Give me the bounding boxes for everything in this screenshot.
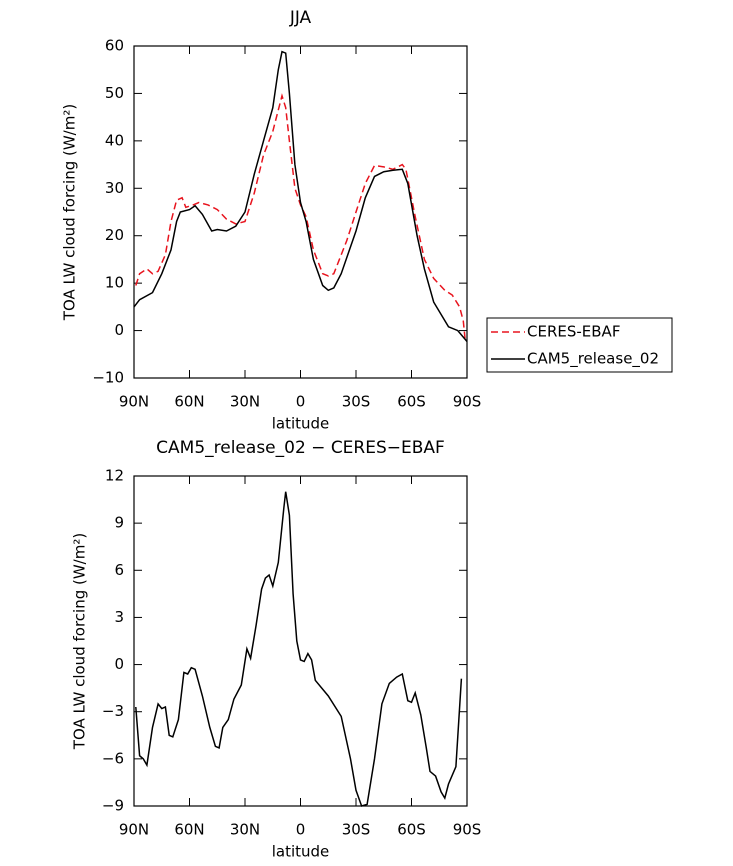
y-tick-label: 50 <box>105 84 124 102</box>
y-tick-label: 30 <box>105 179 124 197</box>
chart-title: CAM5_release_02 − CERES−EBAF <box>156 438 445 458</box>
x-tick-label: 60N <box>174 393 204 411</box>
legend-box <box>486 317 673 373</box>
x-tick-label: 90S <box>453 393 482 411</box>
x-tick-label: 60N <box>174 821 204 839</box>
x-tick-label: 0 <box>296 821 306 839</box>
y-tick-label: 40 <box>105 131 124 149</box>
data-line <box>133 50 468 342</box>
data-line <box>135 93 466 341</box>
x-tick-label: 60S <box>397 393 426 411</box>
y-tick-label: 0 <box>114 655 124 673</box>
y-tick-label: 9 <box>114 514 124 532</box>
x-tick-label: 30N <box>230 821 260 839</box>
y-tick-label: 6 <box>114 561 124 579</box>
y-tick-label: 20 <box>105 226 124 244</box>
x-tick-label: 90N <box>119 821 149 839</box>
x-tick-label: 90S <box>453 821 482 839</box>
y-tick-label: −6 <box>102 749 124 767</box>
x-tick-label: 0 <box>296 393 306 411</box>
legend-label: CAM5_release_02 <box>527 350 659 369</box>
y-tick-label: 12 <box>105 467 124 485</box>
data-line <box>135 491 463 807</box>
y-tick-label: 10 <box>105 274 124 292</box>
y-axis-label: TOA LW cloud forcing (W/m²) <box>71 533 89 750</box>
y-axis-label: TOA LW cloud forcing (W/m²) <box>61 104 79 321</box>
y-tick-label: 3 <box>114 608 124 626</box>
chart-title: JJA <box>289 8 312 28</box>
x-tick-label: 90N <box>119 393 149 411</box>
x-tick-label: 30N <box>230 393 260 411</box>
x-axis-label: latitude <box>272 843 330 861</box>
y-tick-label: 60 <box>105 37 124 55</box>
x-tick-label: 30S <box>342 393 371 411</box>
x-axis-label: latitude <box>272 415 330 433</box>
plot-frame <box>133 45 468 379</box>
plot-frame <box>133 475 468 807</box>
legend-label: CERES-EBAF <box>527 323 620 341</box>
y-tick-label: −10 <box>92 369 124 387</box>
x-tick-label: 30S <box>342 821 371 839</box>
y-tick-label: 0 <box>114 321 124 339</box>
y-tick-label: −3 <box>102 702 124 720</box>
y-tick-label: −9 <box>102 797 124 815</box>
x-tick-label: 60S <box>397 821 426 839</box>
